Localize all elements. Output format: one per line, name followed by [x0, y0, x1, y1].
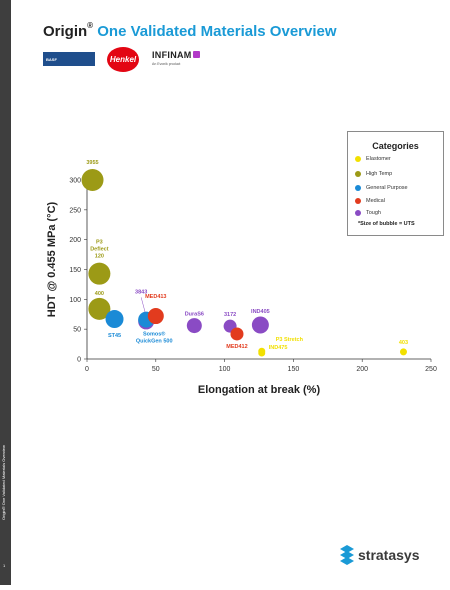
legend-dot-high-temp	[355, 171, 361, 177]
infinam-mark-icon	[193, 51, 200, 58]
basf-logo-text: BASF	[46, 56, 57, 62]
x-tick-label: 150	[288, 366, 300, 373]
title-rest: One Validated Materials Overview	[93, 23, 337, 40]
legend-label-medical: Medical	[366, 198, 385, 204]
x-axis-title: Elongation at break (%)	[198, 384, 321, 396]
sidebar-strip: Origin® One Validated Materials Overview…	[0, 0, 11, 585]
legend-title: Categories	[372, 141, 419, 151]
y-axis-title: HDT @ 0.455 MPa (°C)	[46, 201, 58, 317]
legend-dot-medical	[355, 198, 361, 204]
bubble-label: P3 Stretch	[276, 337, 304, 343]
bubble-label: DuraS6	[185, 312, 204, 318]
y-tick-label: 250	[69, 207, 81, 214]
bubble-label: 3955	[86, 160, 98, 166]
y-tick-label: 0	[77, 357, 81, 364]
basf-logo: BASF	[43, 52, 95, 66]
legend-item-general-purpose: General Purpose	[355, 183, 408, 193]
legend-item-high-temp: High Temp	[355, 169, 392, 179]
bubble-label: 3172	[224, 312, 236, 318]
legend-box: Categories Elastomer High Temp General P…	[347, 131, 444, 236]
bubble-label: QuickGen 500	[136, 339, 173, 345]
x-tick-label: 250	[425, 366, 437, 373]
bubble-point	[88, 262, 111, 285]
bubble-label: Somos®	[143, 331, 165, 338]
x-tick-label: 50	[152, 366, 160, 373]
bubble-label: 400	[95, 291, 104, 297]
y-tick-label: 300	[69, 178, 81, 185]
legend-label-elastomer: Elastomer	[366, 156, 391, 162]
title-brand: Origin	[43, 23, 88, 40]
bubble-label: IND405	[251, 309, 270, 315]
bubble-label: MED412	[226, 344, 247, 350]
x-tick-label: 0	[85, 366, 89, 373]
legend-item-medical: Medical	[355, 196, 385, 206]
stratasys-logo-icon	[340, 545, 354, 565]
legend-dot-tough	[355, 210, 361, 216]
x-tick-label: 100	[219, 366, 231, 373]
legend-item-tough: Tough	[355, 208, 381, 218]
y-tick-label: 200	[69, 237, 81, 244]
bubble-point	[186, 318, 202, 334]
page-title: Origin® One Validated Materials Overview	[43, 21, 337, 40]
y-tick-label: 150	[69, 267, 81, 274]
title-registered-mark: ®	[87, 21, 94, 30]
bubble-label: MED413	[145, 294, 166, 300]
bubble-point	[147, 308, 164, 325]
bubble-point	[251, 316, 269, 334]
legend-note: *Size of bubble = UTS	[358, 221, 415, 227]
bubble-point	[399, 348, 407, 356]
infinam-logo: INFINAM	[152, 50, 192, 60]
bubble-label: 3843	[135, 289, 147, 295]
bubble-label: Deflect	[90, 247, 109, 253]
legend-dot-general-purpose	[355, 185, 361, 191]
legend-label-high-temp: High Temp	[366, 171, 393, 177]
henkel-logo: Henkel	[107, 47, 139, 72]
bubble-point	[258, 349, 266, 357]
bubble-label: IND475	[269, 345, 288, 351]
infinam-sub: An Evonik product	[152, 62, 181, 66]
henkel-logo-text: Henkel	[109, 55, 137, 64]
label-connector	[140, 297, 146, 313]
page-number: 1	[3, 563, 6, 568]
legend-label-general-purpose: General Purpose	[366, 185, 408, 191]
x-tick-label: 200	[356, 366, 368, 373]
bubble-label: 120	[95, 254, 104, 260]
legend-dot-elastomer	[355, 156, 361, 162]
bubble-label: P3	[96, 240, 103, 246]
y-tick-label: 50	[73, 327, 81, 334]
bubble-point	[230, 327, 244, 341]
bubble-point	[105, 310, 124, 329]
bubble-label: 403	[399, 340, 408, 346]
bubble-label: ST45	[108, 333, 121, 339]
bubble-point	[88, 297, 111, 320]
stratasys-logo-text: stratasys	[358, 547, 420, 563]
bubble-point	[81, 169, 104, 191]
legend-item-elastomer: Elastomer	[355, 154, 391, 164]
y-tick-label: 100	[69, 297, 81, 304]
legend-label-tough: Tough	[366, 210, 381, 216]
